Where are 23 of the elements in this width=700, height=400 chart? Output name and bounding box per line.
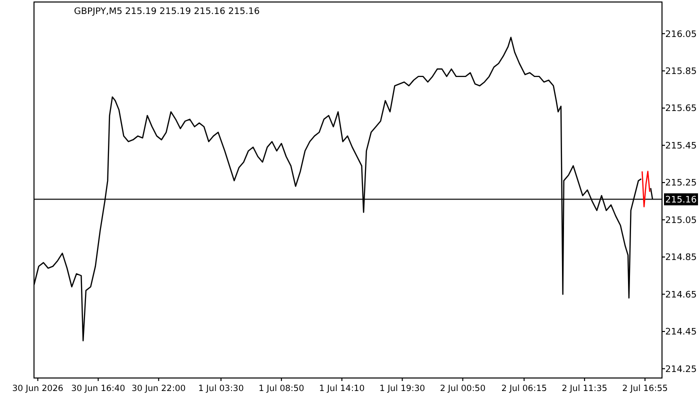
y-tick-label: 215.85 <box>665 67 697 78</box>
x-tick-label: 2 Jul 11:35 <box>562 384 608 394</box>
y-tick-label: 216.05 <box>665 30 697 40</box>
x-tick-label: 1 Jul 14:10 <box>319 384 365 394</box>
y-tick-label: 215.45 <box>665 141 697 152</box>
x-tick-label: 2 Jul 00:50 <box>440 384 486 394</box>
y-tick-label: 214.65 <box>665 290 697 300</box>
x-tick-label: 1 Jul 19:30 <box>380 384 426 394</box>
y-tick-label: 215.05 <box>665 216 697 226</box>
x-tick-label: 2 Jul 06:15 <box>501 384 547 394</box>
y-tick-label: 215.65 <box>665 104 697 114</box>
x-tick-label: 1 Jul 08:50 <box>258 384 304 394</box>
x-tick-label: 30 Jun 16:40 <box>71 384 126 394</box>
y-tick-label: 214.45 <box>665 328 697 338</box>
x-tick-label: 1 Jul 03:30 <box>198 384 244 394</box>
text: GBPJPY,M5 215.19 215.19 215.16 215.16 <box>74 7 260 17</box>
y-tick-label: 214.25 <box>665 364 697 375</box>
y-tick-label: 214.85 <box>665 253 697 264</box>
y-tick-label: 215.25 <box>665 178 697 189</box>
x-tick-label: 2 Jul 16:55 <box>622 384 668 394</box>
x-tick-label: 30 Jun 2026 <box>12 384 64 394</box>
x-tick-label: 30 Jun 22:00 <box>132 384 186 394</box>
ref-line-label: 215.16 <box>665 195 698 206</box>
